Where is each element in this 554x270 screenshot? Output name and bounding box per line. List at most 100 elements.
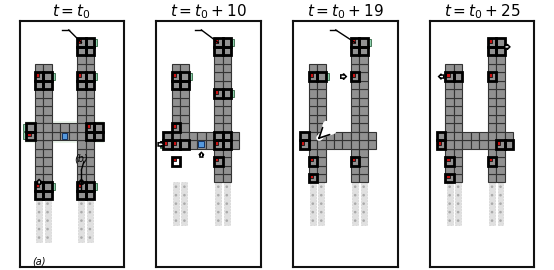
Bar	[86, 98, 94, 106]
Bar	[463, 140, 471, 148]
Circle shape	[312, 186, 314, 187]
Bar	[326, 140, 334, 148]
Bar	[360, 140, 368, 148]
Bar	[300, 132, 309, 140]
Bar	[86, 166, 94, 174]
Bar	[317, 174, 326, 183]
Circle shape	[38, 237, 40, 238]
Bar	[214, 148, 223, 157]
Bar	[94, 132, 102, 140]
Bar	[445, 157, 454, 166]
Bar	[35, 89, 43, 98]
Bar	[52, 73, 55, 80]
Bar	[496, 47, 505, 55]
Bar	[172, 72, 180, 81]
Bar	[43, 98, 52, 106]
Bar	[438, 141, 441, 144]
Bar	[437, 132, 445, 140]
Bar	[223, 38, 231, 47]
Circle shape	[321, 203, 322, 204]
Circle shape	[89, 212, 90, 213]
Circle shape	[81, 237, 82, 238]
Bar	[351, 98, 360, 106]
Bar	[437, 132, 445, 140]
Bar	[334, 140, 342, 148]
Bar	[368, 140, 376, 148]
Circle shape	[47, 212, 48, 213]
Bar	[86, 132, 94, 140]
Bar	[214, 158, 218, 161]
Circle shape	[81, 228, 82, 230]
Bar	[25, 121, 104, 143]
Bar	[35, 72, 43, 81]
Bar	[360, 166, 368, 174]
Circle shape	[184, 203, 185, 204]
Circle shape	[500, 195, 501, 196]
Bar	[35, 81, 43, 89]
Polygon shape	[37, 180, 42, 184]
Bar	[505, 132, 513, 140]
Bar	[36, 200, 42, 242]
Circle shape	[321, 212, 322, 213]
Bar	[471, 132, 479, 140]
Bar	[309, 140, 317, 148]
Bar	[223, 47, 231, 55]
Bar	[351, 38, 360, 47]
Bar	[214, 132, 223, 140]
Bar	[52, 123, 60, 132]
Bar	[86, 140, 94, 148]
Bar	[197, 132, 206, 140]
Bar	[163, 132, 172, 140]
Bar	[180, 72, 189, 81]
Bar	[86, 38, 94, 47]
Bar	[172, 132, 180, 140]
Bar	[445, 106, 454, 115]
Bar	[172, 141, 176, 144]
Bar	[496, 47, 505, 55]
Bar	[86, 123, 94, 132]
Bar	[445, 98, 454, 106]
Bar	[445, 81, 454, 89]
Bar	[182, 183, 187, 225]
Bar	[496, 64, 505, 72]
Bar	[86, 123, 94, 132]
Bar	[360, 38, 368, 47]
Bar	[351, 140, 360, 148]
Bar	[86, 191, 94, 200]
Bar	[86, 81, 94, 89]
Bar	[309, 98, 317, 106]
Bar	[454, 64, 463, 72]
Bar	[214, 89, 223, 98]
Bar	[496, 106, 505, 115]
Bar	[43, 123, 52, 132]
Bar	[223, 98, 231, 106]
Bar	[43, 64, 52, 72]
Bar	[172, 106, 180, 115]
Bar	[351, 115, 360, 123]
Bar	[214, 38, 223, 47]
Bar	[86, 183, 94, 191]
Bar	[27, 133, 30, 136]
Bar	[445, 72, 454, 81]
Polygon shape	[439, 74, 444, 79]
Bar	[77, 47, 86, 55]
Bar	[445, 157, 454, 166]
Title: $t = t_0 + 25$: $t = t_0 + 25$	[444, 3, 521, 22]
Bar	[214, 90, 218, 94]
Bar	[309, 158, 312, 161]
Bar	[360, 64, 368, 72]
Bar	[326, 73, 329, 80]
Bar	[317, 140, 326, 148]
Bar	[214, 64, 223, 72]
Bar	[454, 157, 463, 166]
Bar	[309, 166, 317, 174]
Bar	[454, 106, 463, 115]
Bar	[86, 64, 94, 72]
Circle shape	[458, 212, 459, 213]
Bar	[317, 72, 326, 81]
Bar	[214, 132, 223, 140]
Bar	[77, 191, 86, 200]
Bar	[172, 132, 180, 140]
Circle shape	[449, 203, 450, 204]
Bar	[86, 81, 94, 89]
